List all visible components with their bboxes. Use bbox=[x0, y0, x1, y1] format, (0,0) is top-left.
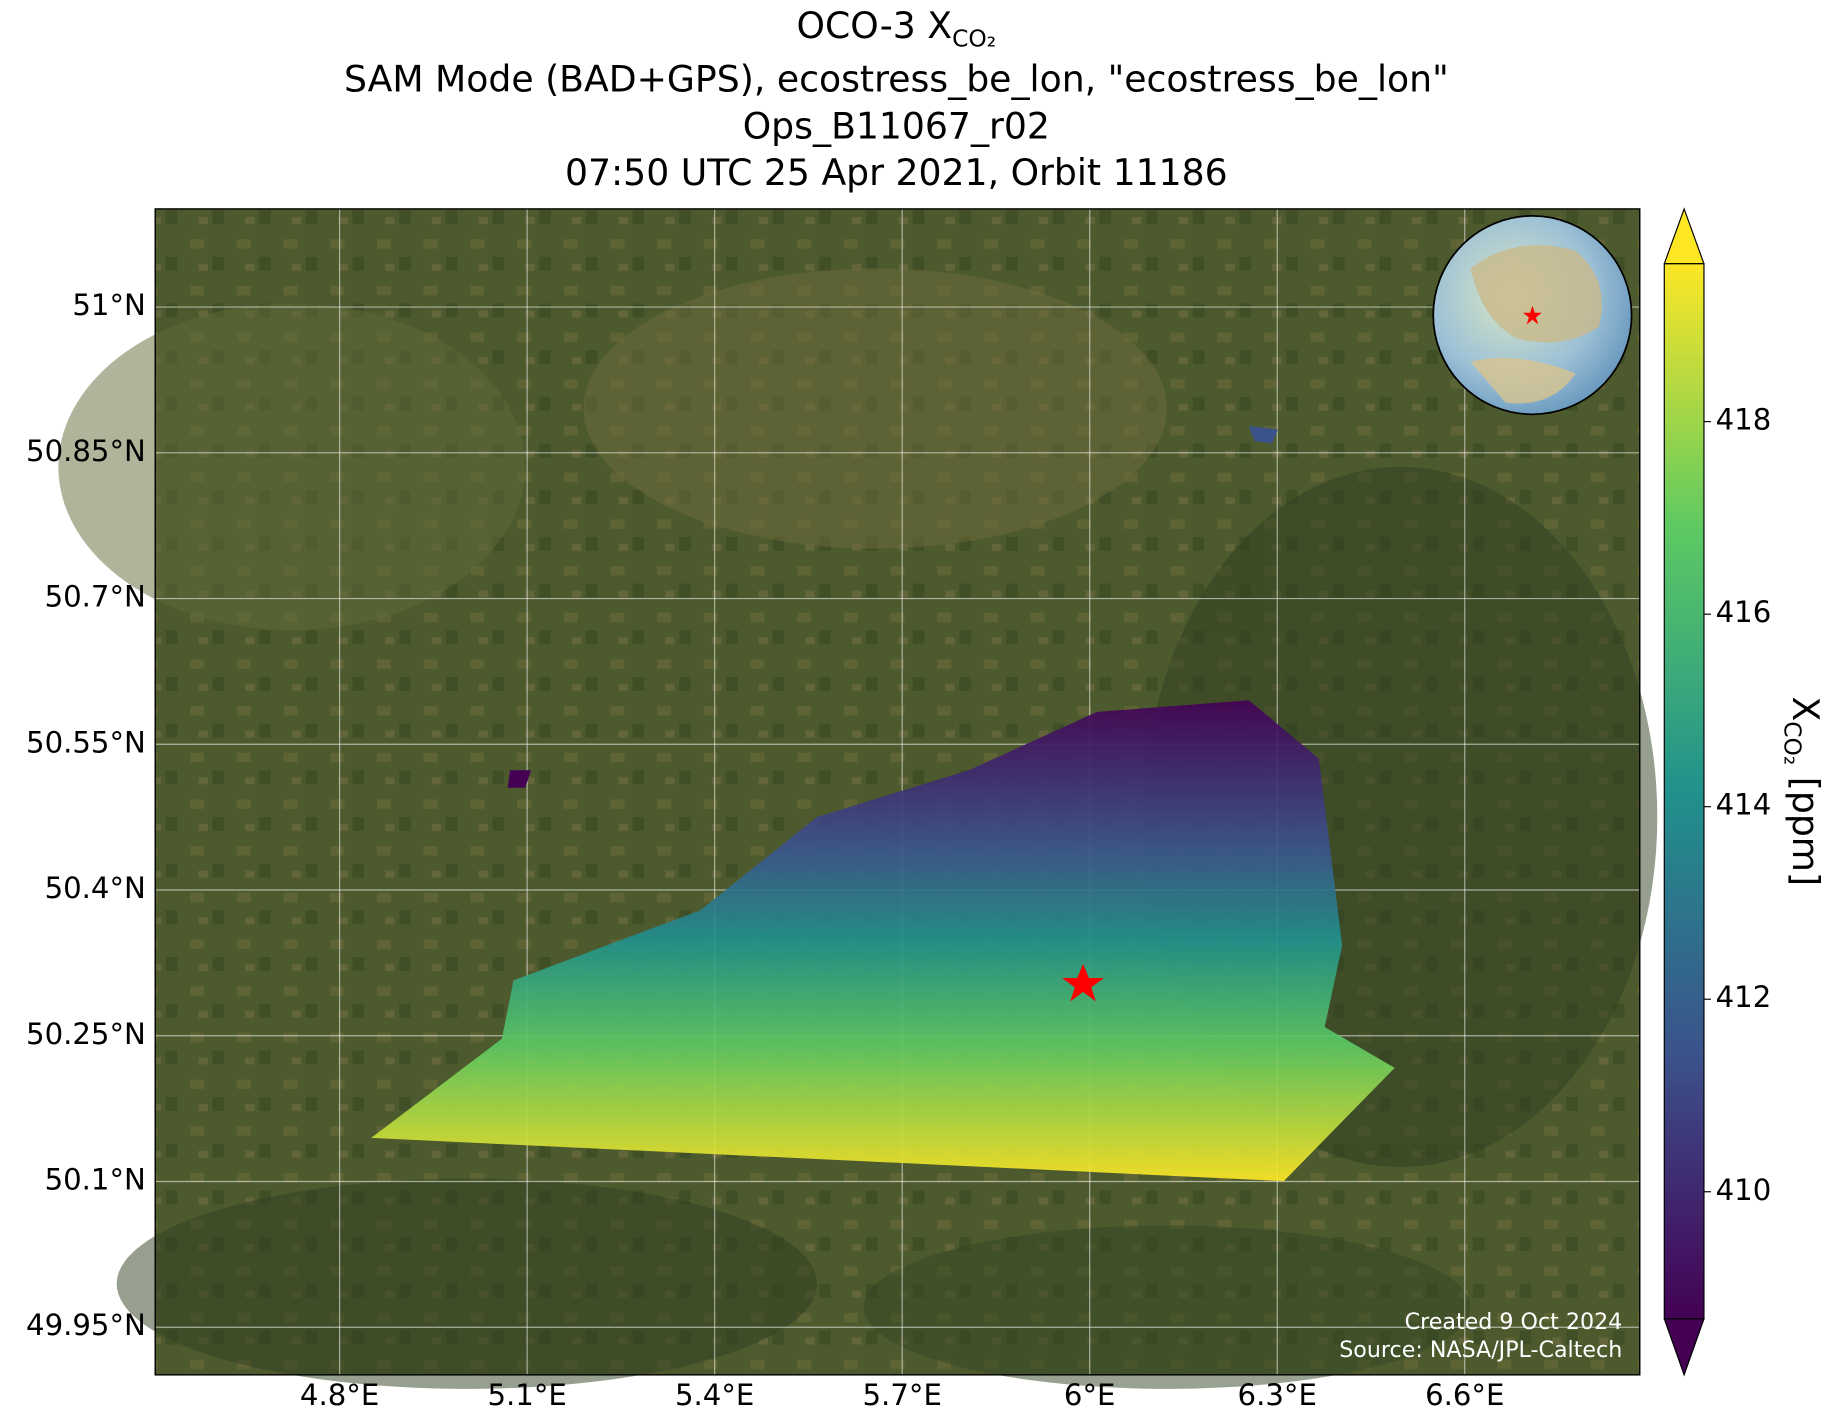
target-star bbox=[1062, 964, 1105, 1002]
subtitle: SAM Mode (BAD+GPS), ecostress_be_lon, "e… bbox=[344, 58, 1449, 101]
y-tick-label: 50.7°N bbox=[45, 580, 146, 614]
subtitle: Ops_B11067_r02 bbox=[743, 104, 1050, 147]
colorbar-tick-label: 418 bbox=[1716, 403, 1772, 437]
colorbar-tick-label: 416 bbox=[1716, 595, 1772, 629]
x-tick-label: 6°E bbox=[1064, 1378, 1116, 1412]
x-tick-label: 5.1°E bbox=[487, 1378, 566, 1412]
y-tick-label: 50.85°N bbox=[26, 434, 146, 468]
colorbar-extend-max bbox=[1663, 207, 1705, 265]
x-tick-label: 5.4°E bbox=[675, 1378, 754, 1412]
credit-text: Source: NASA/JPL-Caltech bbox=[1339, 1337, 1622, 1363]
title: OCO-3 XCO₂ bbox=[797, 4, 997, 52]
inset-globe bbox=[1432, 215, 1633, 416]
x-tick-label: 6.3°E bbox=[1238, 1378, 1317, 1412]
y-tick-label: 49.95°N bbox=[26, 1308, 146, 1342]
terrain bbox=[58, 268, 1658, 1389]
colorbar-label-unit: [ppm] bbox=[1784, 765, 1827, 886]
y-tick-label: 51°N bbox=[72, 288, 146, 322]
footprint bbox=[1248, 425, 1278, 444]
colorbar-tick-label: 412 bbox=[1716, 980, 1772, 1014]
colorbar-label-text: X bbox=[1784, 696, 1827, 721]
footprint bbox=[507, 770, 532, 788]
y-tick-label: 50.4°N bbox=[45, 871, 146, 905]
y-tick-label: 50.25°N bbox=[26, 1017, 146, 1051]
credit-text: Created 9 Oct 2024 bbox=[1405, 1309, 1623, 1335]
y-tick-label: 50.1°N bbox=[45, 1162, 146, 1196]
colorbar-tick-label: 414 bbox=[1716, 788, 1772, 822]
x-tick-label: 6.6°E bbox=[1425, 1378, 1504, 1412]
xco2-swath bbox=[371, 700, 1395, 1182]
y-tick-label: 50.55°N bbox=[26, 725, 146, 759]
colorbar-bar bbox=[1663, 263, 1705, 1320]
colorbar-label: XCO₂ [ppm] bbox=[1779, 696, 1827, 886]
title-text: OCO-3 X bbox=[797, 4, 953, 47]
colorbar-label-subscript: CO₂ bbox=[1779, 721, 1807, 765]
map-frame bbox=[154, 208, 1641, 1376]
x-tick-label: 5.7°E bbox=[863, 1378, 942, 1412]
x-tick-label: 4.8°E bbox=[300, 1378, 379, 1412]
title-subscript: CO₂ bbox=[952, 24, 996, 52]
subtitle: 07:50 UTC 25 Apr 2021, Orbit 11186 bbox=[565, 151, 1228, 194]
colorbar-tick-label: 410 bbox=[1716, 1173, 1772, 1207]
colorbar-extend-min bbox=[1663, 1318, 1705, 1377]
colorbar: XCO₂ [ppm] 410 412 414 416 418 bbox=[1663, 207, 1827, 1377]
